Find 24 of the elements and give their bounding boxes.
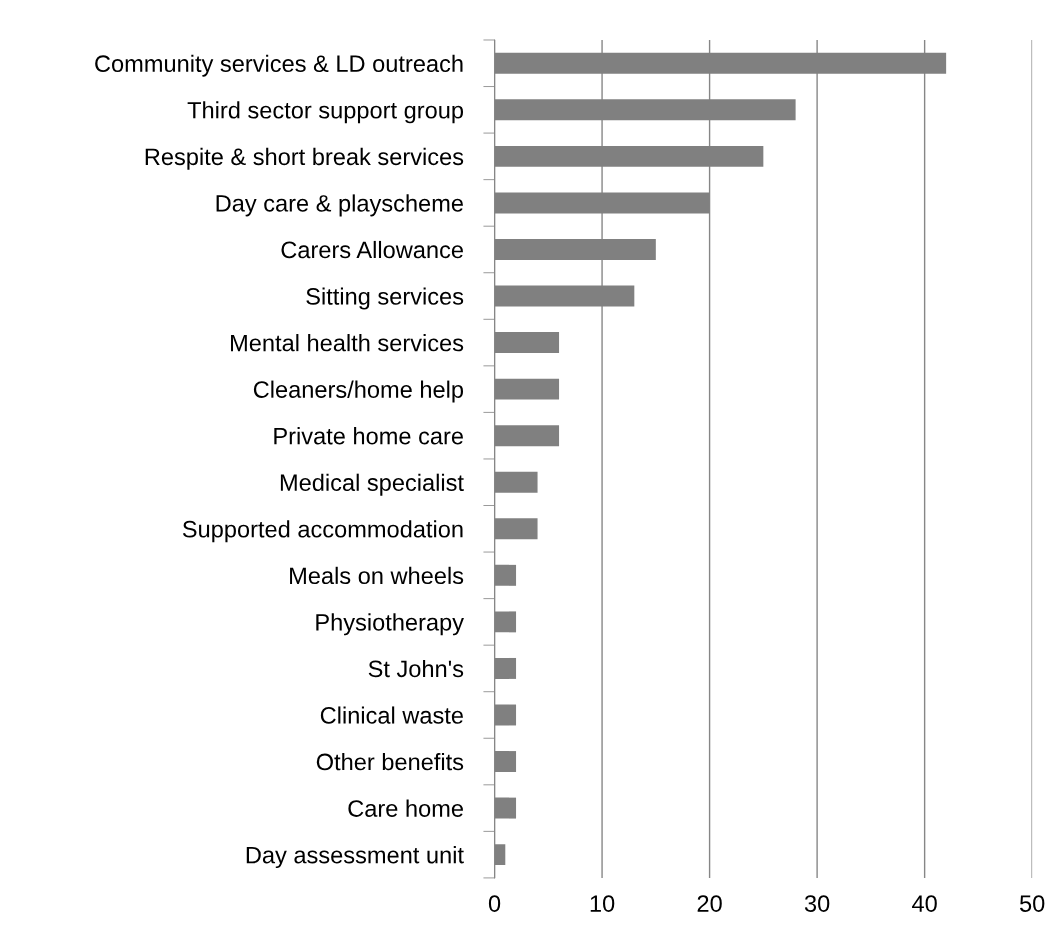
- y-tick-label: Clinical waste: [320, 706, 463, 724]
- y-tick-label: Medical specialist: [280, 473, 464, 496]
- y-tick-label: Meals on wheels: [290, 566, 464, 585]
- y-tick-label: Supported accommodation: [182, 520, 463, 543]
- y-tick-label: Mental health services: [231, 334, 464, 352]
- y-tick-label: Carers Allowance: [281, 240, 463, 259]
- y-tick-label: Day assessment unit: [246, 846, 464, 869]
- y-tick-label: Other benefits: [316, 752, 464, 771]
- y-tick-label: Community services & LD outreach: [95, 54, 463, 77]
- y-tick-label: Respite & short break services: [145, 147, 464, 170]
- y-tick-label: Cleaners/home help: [253, 380, 464, 403]
- x-tick-label: 30: [804, 895, 830, 912]
- x-tick-label: 10: [590, 895, 615, 912]
- x-tick-label: 50: [1019, 895, 1045, 912]
- x-tick-label: 40: [912, 895, 937, 912]
- y-tick-label: Care home: [348, 799, 463, 817]
- y-tick-label: Sitting services: [306, 287, 464, 310]
- y-tick-label: Day care & playscheme: [216, 194, 463, 217]
- y-tick-label: Physiotherapy: [316, 613, 464, 636]
- y-tick-label: Private home care: [274, 427, 463, 445]
- x-tick-label: 20: [697, 895, 722, 912]
- x-tick-label: 0: [488, 895, 501, 912]
- y-tick-label: Third sector support group: [187, 101, 464, 124]
- y-tick-label: St John's: [368, 659, 464, 678]
